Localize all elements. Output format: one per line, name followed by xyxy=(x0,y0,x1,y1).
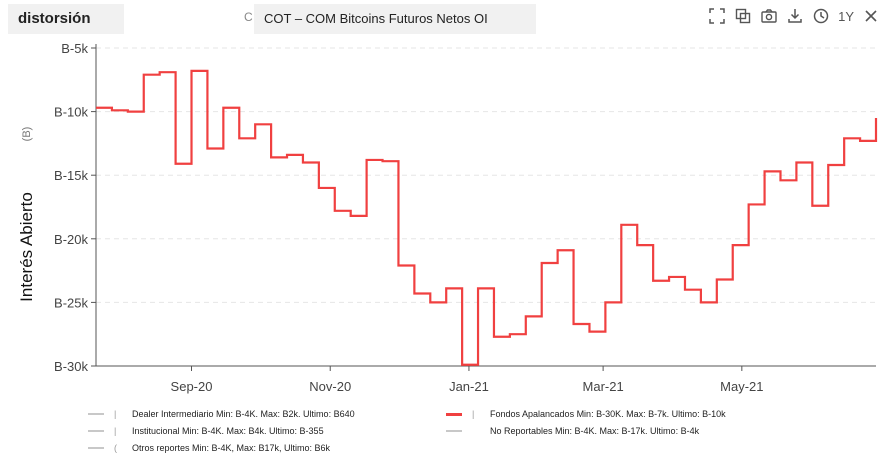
close-icon[interactable] xyxy=(862,7,880,25)
legend-swatch xyxy=(446,430,462,432)
download-icon[interactable] xyxy=(786,7,804,25)
legend-swatch xyxy=(446,412,462,416)
x-tick-label: Nov-20 xyxy=(309,379,351,394)
chart-legend: | Dealer Intermediario Min: B-4K. Max: B… xyxy=(0,400,886,458)
chart-plot: B-5k B-10k B-15k B-20k B-25k B-30k Sep-20 Nov-2… xyxy=(17,41,878,394)
x-tick-label: May-21 xyxy=(720,379,763,394)
y-tick-label: B-30k xyxy=(54,359,88,374)
legend-item-fondos[interactable]: | Fondos Apalancados Min: B-30K. Max: B-… xyxy=(446,409,726,419)
chart-toolbar: 1Y xyxy=(708,6,880,26)
legend-label: Fondos Apalancados Min: B-30K. Max: B-7k… xyxy=(490,409,726,419)
legend-mark: | xyxy=(114,409,117,419)
legend-mark: ( xyxy=(114,443,117,453)
y-axis-label: Interés Abierto xyxy=(17,192,36,302)
legend-swatch xyxy=(88,413,104,415)
series-line-fondos-apalancados xyxy=(96,69,878,366)
x-tick-label: Jan-21 xyxy=(449,379,489,394)
fullscreen-icon[interactable] xyxy=(708,7,726,25)
legend-item-otros[interactable]: ( Otros reportes Min: B-4K, Max: B17k, U… xyxy=(88,443,330,453)
y-tick-label: B-5k xyxy=(61,41,88,56)
y-tick-label: B-25k xyxy=(54,295,88,310)
legend-swatch xyxy=(88,430,104,432)
legend-label: Otros reportes Min: B-4K, Max: B17k, Ult… xyxy=(132,443,331,453)
y-axis-unit: (B) xyxy=(21,127,33,142)
legend-mark: | xyxy=(114,426,117,436)
legend-label: Dealer Intermediario Min: B-4K. Max: B2k… xyxy=(132,409,355,419)
y-tick-label: B-20k xyxy=(54,232,88,247)
camera-icon[interactable] xyxy=(760,7,778,25)
legend-item-dealer[interactable]: | Dealer Intermediario Min: B-4K. Max: B… xyxy=(88,409,355,419)
y-tick-label: B-15k xyxy=(54,168,88,183)
chart-tag-label: distorsión xyxy=(8,4,124,34)
title-glyph: C xyxy=(244,10,253,24)
x-tick-label: Sep-20 xyxy=(171,379,213,394)
range-selector[interactable]: 1Y xyxy=(838,8,854,24)
chart-title: COT – COM Bitcoins Futuros Netos OI xyxy=(254,4,536,34)
legend-mark: | xyxy=(472,409,475,419)
legend-label: Institucional Min: B-4K. Max: B4k. Ultim… xyxy=(132,426,324,436)
legend-item-institucional[interactable]: | Institucional Min: B-4K. Max: B4k. Ult… xyxy=(88,426,324,436)
legend-label: No Reportables Min: B-4K. Max: B-17k. Ul… xyxy=(490,426,700,436)
legend-swatch xyxy=(88,447,104,449)
legend-item-no-reportables[interactable]: No Reportables Min: B-4K. Max: B-17k. Ul… xyxy=(446,426,699,436)
y-tick-label: B-10k xyxy=(54,105,88,120)
clock-icon[interactable] xyxy=(812,7,830,25)
x-tick-label: Mar-21 xyxy=(583,379,624,394)
copy-icon[interactable] xyxy=(734,7,752,25)
